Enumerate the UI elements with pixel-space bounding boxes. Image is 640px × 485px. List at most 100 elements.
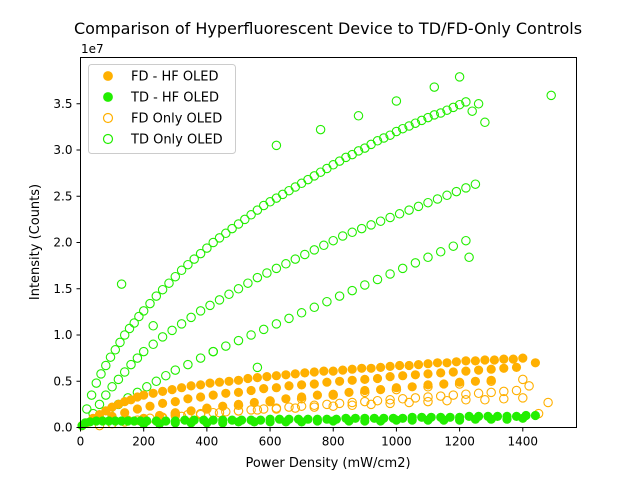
series-2	[94, 374, 553, 431]
data-point	[265, 417, 275, 427]
data-point	[271, 193, 282, 203]
data-point	[139, 419, 149, 429]
y-tick-label: 3.0	[53, 143, 72, 157]
data-point	[375, 416, 386, 426]
data-point	[252, 205, 263, 215]
data-point	[423, 112, 433, 123]
data-point	[385, 361, 395, 371]
data-point	[221, 388, 231, 398]
data-point	[410, 370, 420, 380]
data-point	[312, 416, 322, 426]
data-point	[134, 311, 144, 322]
data-point	[271, 371, 281, 381]
data-point	[195, 353, 206, 363]
data-point	[145, 298, 155, 309]
data-point	[546, 90, 556, 101]
data-point	[205, 378, 215, 388]
data-point	[442, 105, 452, 115]
x-tick-label: 1400	[508, 435, 539, 449]
y-offset-label: 1e7	[81, 42, 104, 56]
data-point	[432, 194, 443, 204]
data-point	[518, 413, 528, 423]
data-point	[158, 386, 168, 396]
data-point	[281, 370, 291, 380]
data-point	[124, 323, 135, 334]
data-point	[271, 404, 282, 414]
data-point	[281, 417, 291, 427]
data-point	[423, 380, 433, 390]
data-point	[385, 269, 395, 279]
data-point	[416, 115, 427, 126]
data-point	[486, 375, 496, 385]
data-point	[464, 252, 474, 263]
data-point	[271, 140, 282, 151]
data-point	[454, 72, 465, 82]
data-point	[375, 384, 386, 395]
y-tick-label: 1.5	[53, 282, 72, 296]
data-point	[337, 231, 348, 241]
data-point	[473, 388, 484, 399]
data-point	[347, 375, 357, 385]
data-point	[290, 369, 300, 379]
data-point	[202, 418, 212, 428]
data-point	[375, 362, 386, 372]
data-point	[322, 296, 332, 307]
data-point	[281, 259, 291, 269]
data-point	[214, 233, 225, 243]
data-point	[328, 401, 338, 411]
data-point	[115, 337, 125, 348]
data-point	[202, 243, 212, 253]
x-axis-label: Power Density (mW/cm2)	[245, 456, 410, 471]
data-point	[397, 123, 408, 134]
data-point	[164, 278, 174, 288]
data-point	[435, 108, 446, 118]
data-point	[183, 394, 193, 404]
data-point	[82, 404, 92, 414]
data-point	[429, 110, 440, 120]
data-point	[410, 393, 421, 403]
data-point	[480, 395, 490, 405]
data-point	[461, 395, 471, 405]
data-point	[176, 265, 187, 276]
data-point	[315, 167, 326, 177]
data-point	[379, 133, 389, 143]
data-point	[334, 156, 345, 166]
data-point	[224, 376, 234, 386]
data-point	[243, 278, 253, 288]
data-point	[461, 183, 471, 193]
data-point	[448, 102, 459, 113]
data-point	[157, 332, 168, 342]
data-point	[518, 393, 528, 403]
data-point	[439, 415, 449, 425]
data-point	[423, 415, 433, 425]
data-point	[508, 354, 518, 364]
data-point	[473, 99, 484, 109]
legend-marker	[102, 133, 114, 145]
data-point	[309, 379, 319, 389]
data-point	[372, 274, 383, 285]
data-point	[328, 366, 338, 376]
data-point	[454, 377, 465, 387]
data-point	[499, 386, 509, 397]
data-point	[511, 362, 522, 372]
x-axis: 0 200 400 600 800 1000 1200 1400	[77, 427, 539, 449]
data-point	[410, 118, 421, 128]
data-point	[170, 396, 180, 407]
data-point	[113, 374, 124, 385]
data-point	[356, 223, 367, 234]
data-point	[208, 237, 218, 248]
data-point	[309, 367, 319, 377]
x-tick-label: 200	[132, 435, 155, 449]
data-point	[480, 117, 490, 128]
data-point	[347, 364, 357, 374]
data-point	[372, 373, 383, 384]
data-point	[132, 404, 142, 414]
data-point	[404, 360, 414, 371]
data-point	[158, 398, 168, 408]
data-point	[436, 368, 446, 378]
data-point	[259, 383, 269, 394]
x-tick-label: 800	[322, 435, 345, 449]
data-point	[296, 392, 307, 402]
data-point	[233, 375, 244, 385]
